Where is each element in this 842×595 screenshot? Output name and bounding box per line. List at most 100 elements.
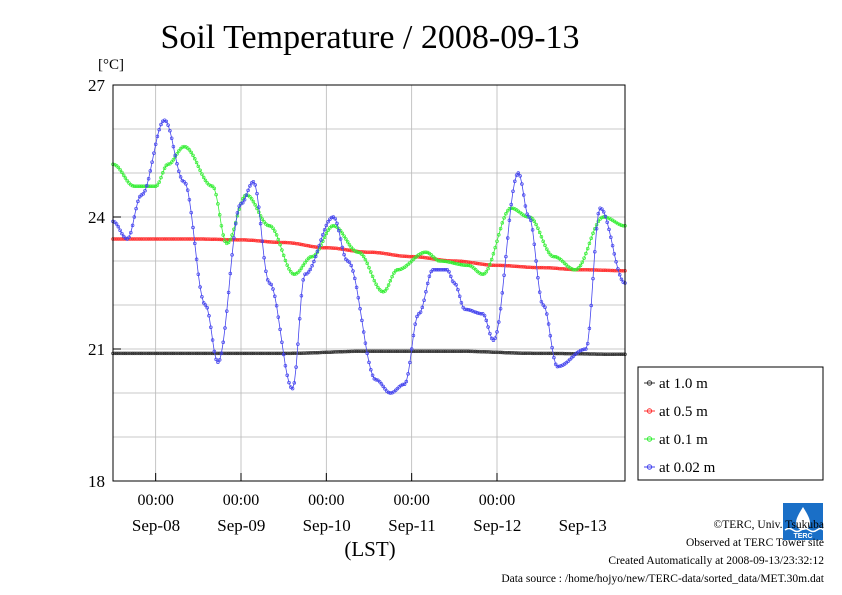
legend-label: at 1.0 m (659, 376, 708, 392)
data-point (390, 349, 394, 353)
data-point (289, 351, 293, 356)
data-point (427, 349, 432, 353)
data-point (201, 175, 206, 180)
data-point (449, 260, 453, 265)
data-point (287, 351, 291, 356)
data-point (324, 350, 329, 355)
data-point (356, 349, 361, 354)
data-point (440, 259, 444, 263)
data-point (619, 268, 624, 273)
data-point (617, 222, 622, 227)
data-point (523, 351, 528, 356)
data-point (504, 212, 508, 216)
legend-box (637, 366, 824, 481)
data-point (242, 197, 247, 202)
data-point (562, 351, 567, 356)
data-point (249, 351, 254, 356)
data-point (418, 310, 423, 314)
data-point (507, 351, 512, 355)
plot-grid (113, 85, 625, 481)
data-point (603, 214, 608, 219)
data-point (276, 315, 281, 319)
data-point (162, 351, 167, 356)
data-point (466, 260, 471, 264)
data-point (201, 351, 206, 356)
data-point (136, 184, 140, 188)
data-point (374, 349, 378, 353)
data-point (500, 263, 505, 268)
data-point (418, 255, 423, 259)
data-point (130, 223, 135, 228)
data-point (353, 249, 357, 253)
data-point (390, 390, 394, 395)
data-point (363, 257, 368, 262)
data-point (589, 236, 593, 240)
data-point (578, 352, 583, 356)
data-point (614, 352, 618, 357)
data-point (137, 184, 142, 188)
data-point (402, 349, 407, 353)
data-point (146, 351, 151, 356)
data-point (303, 272, 307, 276)
data-point (479, 349, 483, 354)
legend-label: at 0.1 m (659, 432, 708, 448)
x-tick-time-label: 00:00 (223, 492, 259, 509)
data-point (468, 308, 473, 313)
data-point (465, 349, 469, 354)
data-point (127, 235, 131, 240)
data-point (194, 351, 199, 356)
data-point (470, 349, 474, 354)
data-point (139, 351, 144, 356)
legend: at 1.0 m at 0.5 m at 0.1 m at 0.02 m (637, 366, 824, 481)
data-point (205, 351, 209, 356)
data-point (155, 183, 160, 187)
data-point (301, 243, 305, 247)
data-point (591, 276, 595, 281)
data-point (269, 351, 273, 356)
data-point (299, 293, 304, 298)
data-point (148, 184, 153, 188)
data-point (153, 237, 158, 241)
data-point (123, 176, 128, 180)
data-point (248, 195, 252, 199)
data-point (459, 263, 464, 267)
data-point (345, 248, 350, 252)
y-tick-label: 18 (88, 472, 105, 491)
data-point (255, 238, 259, 243)
data-point (463, 263, 467, 267)
data-point (118, 351, 122, 356)
data-point (203, 178, 208, 183)
data-point (168, 237, 172, 241)
data-point (383, 289, 387, 293)
data-point (559, 266, 563, 271)
data-point (338, 237, 343, 241)
data-point (118, 237, 122, 241)
data-point (491, 252, 496, 256)
data-point (534, 351, 538, 356)
data-point (134, 206, 138, 211)
data-point (497, 320, 501, 324)
data-point (141, 237, 145, 241)
data-point (596, 268, 601, 272)
data-point (404, 349, 409, 353)
data-point (541, 303, 545, 307)
data-point (411, 349, 416, 353)
data-point (417, 255, 421, 259)
data-point (386, 349, 391, 353)
data-point (617, 352, 622, 357)
data-point (129, 230, 133, 235)
data-point (470, 309, 474, 313)
data-point (420, 255, 425, 259)
data-point (157, 127, 161, 132)
data-point (609, 235, 613, 240)
data-point (136, 351, 140, 356)
data-point (589, 352, 593, 356)
data-point (193, 351, 197, 356)
data-point (326, 246, 330, 250)
data-point (491, 338, 496, 342)
data-point (393, 253, 398, 257)
data-point (422, 298, 426, 302)
data-point (587, 268, 592, 272)
data-point (379, 251, 384, 255)
data-point (187, 148, 192, 152)
